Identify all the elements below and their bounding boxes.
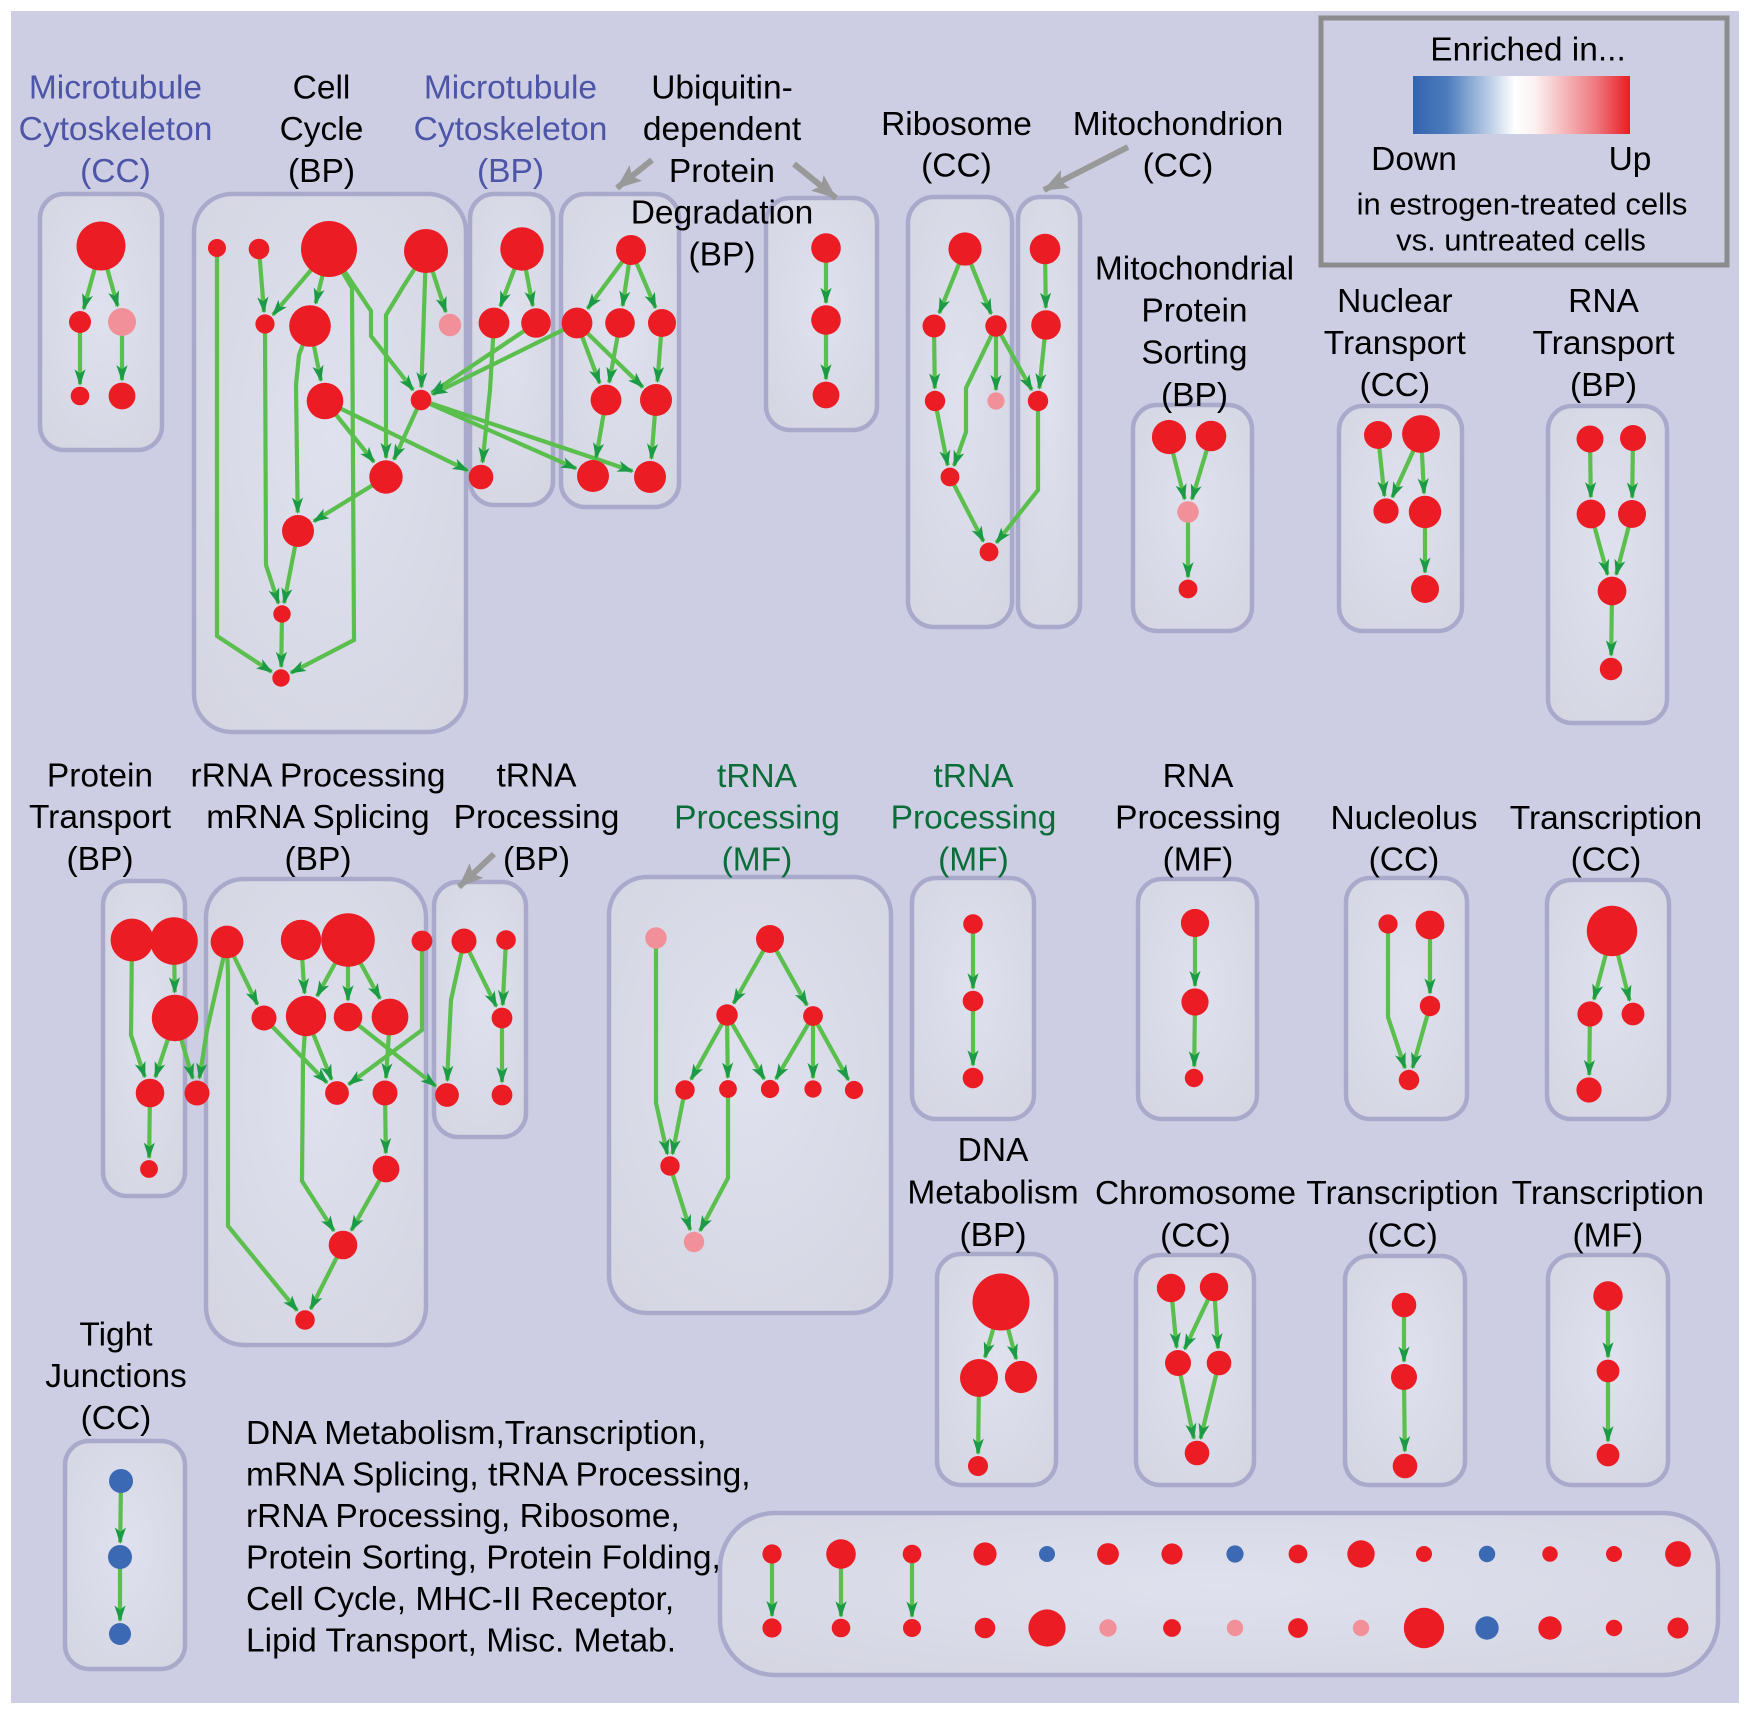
svg-text:Sorting: Sorting (1141, 335, 1247, 372)
svg-text:(CC): (CC) (1369, 842, 1440, 879)
svg-text:RNA: RNA (1568, 283, 1639, 320)
svg-text:(CC): (CC) (80, 153, 151, 190)
svg-text:Protein: Protein (1141, 293, 1247, 330)
svg-text:Transport: Transport (29, 799, 172, 836)
svg-text:vs. untreated cells: vs. untreated cells (1396, 223, 1646, 258)
svg-text:DNA Metabolism,Transcription,: DNA Metabolism,Transcription, (246, 1415, 706, 1452)
svg-text:(BP): (BP) (960, 1217, 1027, 1254)
svg-text:mRNA Splicing, tRNA Processing: mRNA Splicing, tRNA Processing, (246, 1457, 751, 1494)
svg-text:rRNA Processing: rRNA Processing (190, 758, 445, 795)
svg-text:Transcription: Transcription (1510, 800, 1702, 837)
svg-text:tRNA: tRNA (496, 758, 577, 795)
svg-text:dependent: dependent (643, 111, 802, 148)
svg-text:Transport: Transport (1532, 325, 1675, 362)
svg-text:(BP): (BP) (1570, 367, 1637, 404)
svg-text:Transport: Transport (1324, 325, 1467, 362)
svg-text:Junctions: Junctions (45, 1358, 187, 1395)
svg-text:Transcription: Transcription (1512, 1175, 1704, 1212)
svg-text:(CC): (CC) (1571, 842, 1642, 879)
svg-text:Cytoskeleton: Cytoskeleton (19, 111, 213, 148)
svg-text:Nucleolus: Nucleolus (1330, 800, 1477, 837)
svg-text:(MF): (MF) (722, 841, 793, 878)
svg-text:Processing: Processing (1115, 800, 1281, 837)
svg-text:rRNA Processing, Ribosome,: rRNA Processing, Ribosome, (246, 1498, 680, 1535)
svg-text:(CC): (CC) (81, 1400, 152, 1437)
svg-text:Protein: Protein (47, 758, 153, 795)
svg-text:Lipid Transport, Misc. Metab.: Lipid Transport, Misc. Metab. (246, 1623, 676, 1660)
svg-text:Degradation: Degradation (631, 195, 814, 232)
svg-text:Transcription: Transcription (1306, 1175, 1498, 1212)
svg-text:Mitochondrial: Mitochondrial (1095, 251, 1294, 288)
svg-text:(CC): (CC) (1143, 148, 1214, 185)
svg-text:Metabolism: Metabolism (907, 1175, 1078, 1212)
svg-text:Ubiquitin-: Ubiquitin- (651, 70, 793, 107)
svg-text:(MF): (MF) (1163, 841, 1234, 878)
svg-text:(BP): (BP) (67, 841, 134, 878)
svg-text:Processing: Processing (454, 799, 620, 836)
svg-text:mRNA Splicing: mRNA Splicing (206, 799, 429, 836)
svg-text:(BP): (BP) (477, 153, 544, 190)
svg-text:DNA: DNA (958, 1132, 1029, 1169)
svg-text:Protein: Protein (669, 153, 775, 190)
svg-text:RNA: RNA (1163, 758, 1234, 795)
svg-text:(CC): (CC) (1160, 1218, 1231, 1255)
svg-text:Mitochondrion: Mitochondrion (1073, 106, 1283, 143)
svg-text:Enriched in...: Enriched in... (1430, 31, 1626, 68)
svg-text:Processing: Processing (674, 800, 840, 837)
svg-text:Tight: Tight (79, 1317, 153, 1354)
svg-text:Protein Sorting, Protein Foldi: Protein Sorting, Protein Folding, (246, 1540, 721, 1577)
svg-text:(CC): (CC) (921, 148, 992, 185)
svg-text:Microtubule: Microtubule (29, 70, 202, 107)
svg-text:Cytoskeleton: Cytoskeleton (414, 111, 608, 148)
svg-text:(MF): (MF) (938, 841, 1009, 878)
svg-text:(CC): (CC) (1367, 1218, 1438, 1255)
svg-text:tRNA: tRNA (933, 758, 1014, 795)
svg-text:(MF): (MF) (1572, 1218, 1643, 1255)
svg-text:Nuclear: Nuclear (1337, 283, 1452, 320)
svg-text:Cycle: Cycle (280, 111, 364, 148)
svg-text:in estrogen-treated cells: in estrogen-treated cells (1357, 187, 1688, 222)
svg-text:Cell Cycle, MHC-II Receptor,: Cell Cycle, MHC-II Receptor, (246, 1581, 674, 1618)
svg-text:(BP): (BP) (285, 841, 352, 878)
svg-text:Up: Up (1609, 141, 1652, 178)
svg-text:Cell: Cell (293, 70, 351, 107)
svg-text:(BP): (BP) (689, 236, 756, 273)
svg-text:Processing: Processing (891, 800, 1057, 837)
svg-text:(BP): (BP) (288, 153, 355, 190)
svg-text:Chromosome: Chromosome (1095, 1175, 1296, 1212)
svg-text:(BP): (BP) (1161, 377, 1228, 414)
svg-text:(CC): (CC) (1359, 367, 1430, 404)
svg-text:Ribosome: Ribosome (881, 106, 1032, 143)
svg-text:Down: Down (1371, 141, 1457, 178)
svg-text:(BP): (BP) (503, 841, 570, 878)
svg-text:tRNA: tRNA (717, 758, 798, 795)
svg-text:Microtubule: Microtubule (424, 70, 597, 107)
